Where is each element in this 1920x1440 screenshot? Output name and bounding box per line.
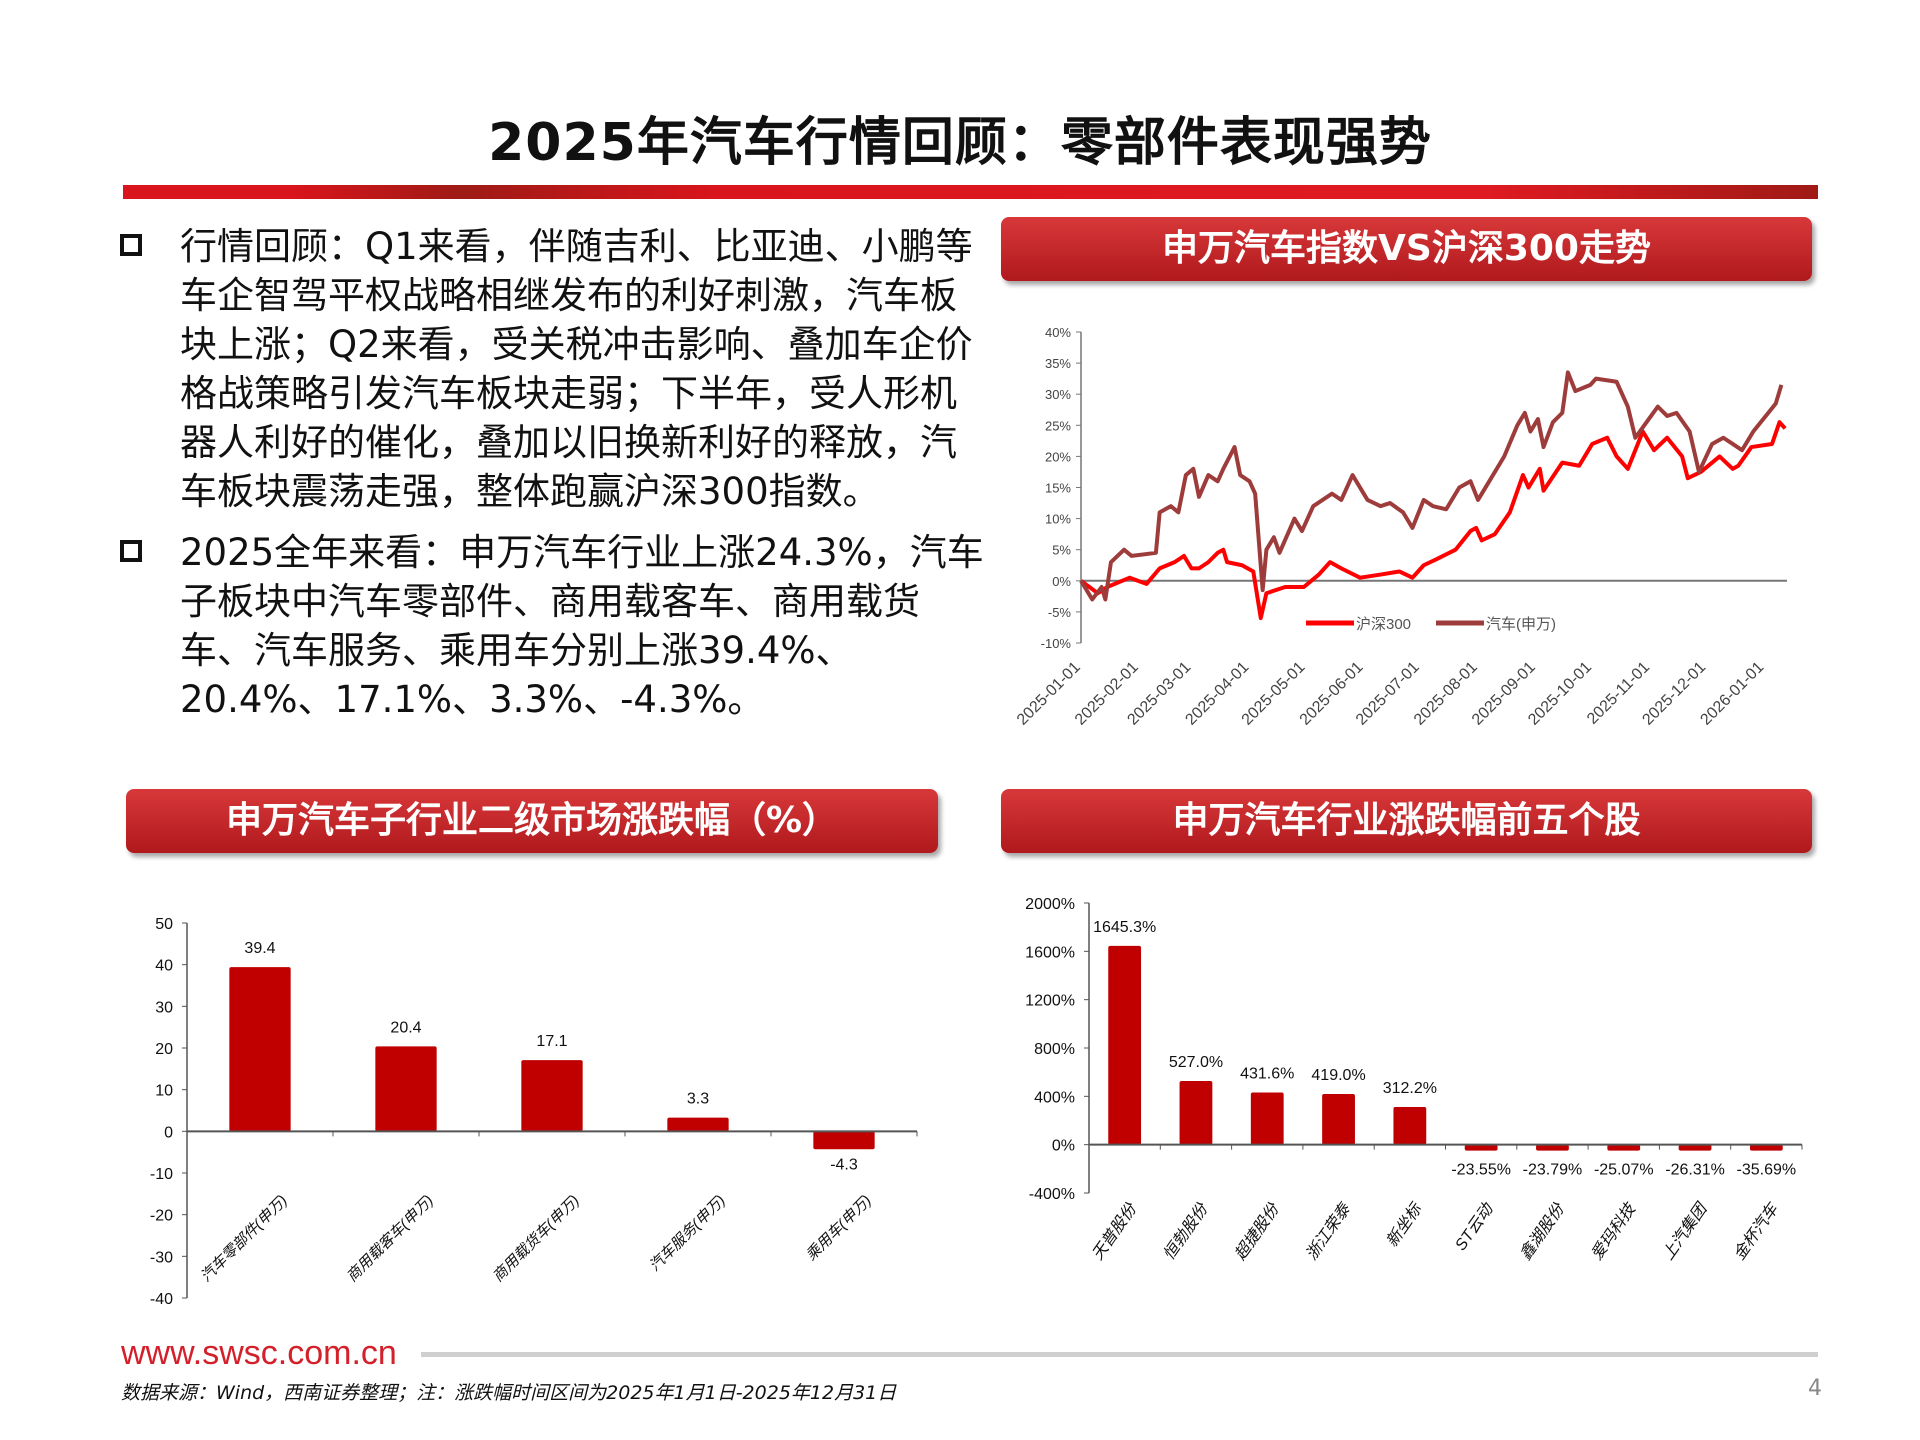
y-tick-label: 20 [155, 1041, 173, 1058]
x-tick-label: 2026-01-01 [1697, 659, 1767, 729]
bar [1322, 1094, 1355, 1145]
y-tick-label: 0 [164, 1124, 173, 1141]
data-label: 527.0% [1169, 1054, 1223, 1071]
bullet-text: 行情回顾：Q1来看，伴随吉利、比亚迪、小鹏等车企智驾平权战略相继发布的利好刺激，… [180, 225, 973, 513]
hs300-line [1079, 420, 1787, 621]
y-tick-label: 30% [1045, 387, 1071, 402]
bullet-text: 2025全年来看：申万汽车行业上涨24.3%，汽车子板块中汽车零部件、商用载客车… [180, 531, 984, 721]
category-label: 商用载客车(申万) [343, 1192, 436, 1285]
y-tick-label: 35% [1045, 356, 1071, 371]
data-label: 1645.3% [1093, 919, 1156, 936]
y-tick-label: 0% [1052, 574, 1071, 589]
line-chart-banner: 申万汽车指数VS沪深300走势 [1001, 217, 1812, 281]
square-bullet-icon [120, 234, 142, 256]
y-tick-label: 10% [1045, 512, 1071, 527]
y-tick-label: 10 [155, 1083, 173, 1100]
page-title: 2025年汽车行情回顾：零部件表现强势 [488, 113, 1432, 173]
bar [1607, 1144, 1641, 1151]
legend-label: 沪深300 [1356, 616, 1411, 633]
bar [1108, 945, 1142, 1145]
data-label: 419.0% [1311, 1067, 1365, 1084]
y-tick-label: -400% [1029, 1186, 1075, 1203]
y-tick-label: 50 [155, 916, 173, 933]
data-label: 20.4 [390, 1019, 421, 1036]
bar [521, 1060, 583, 1132]
y-tick-label: 1600% [1025, 944, 1075, 961]
y-tick-label: -10 [150, 1166, 173, 1183]
data-label: -23.79% [1523, 1162, 1583, 1179]
y-tick-label: -30 [150, 1249, 173, 1266]
category-label: 汽车零部件(申万) [197, 1192, 290, 1285]
page-number: 4 [1808, 1376, 1822, 1401]
y-tick-label: -10% [1041, 636, 1072, 651]
y-tick-label: 40 [155, 958, 173, 975]
data-label: -23.55% [1451, 1162, 1511, 1179]
y-tick-label: -20 [150, 1208, 173, 1225]
data-source: 数据来源：Wind，西南证券整理；注：涨跌幅时间区间为2025年1月1日-202… [121, 1382, 897, 1404]
category-label: 天普股份 [1088, 1199, 1141, 1263]
y-tick-label: 2000% [1025, 896, 1075, 913]
bar [1464, 1144, 1498, 1151]
data-label: 3.3 [687, 1091, 709, 1108]
data-label: 312.2% [1383, 1080, 1437, 1097]
data-label: -35.69% [1737, 1162, 1797, 1179]
bar [667, 1117, 729, 1132]
category-label: 超捷股份 [1231, 1199, 1284, 1263]
footer-divider [421, 1352, 1818, 1357]
y-tick-label: 30 [155, 999, 173, 1016]
sub-industry-banner: 申万汽车子行业二级市场涨跌幅（%） [126, 789, 938, 853]
category-label: 恒勃股份 [1160, 1199, 1213, 1263]
category-label: ST云动 [1452, 1199, 1498, 1254]
category-label: 浙江荣泰 [1302, 1199, 1355, 1263]
bullet-item: 行情回顾：Q1来看，伴随吉利、比亚迪、小鹏等车企智驾平权战略相继发布的利好刺激，… [120, 222, 990, 516]
bar [1179, 1080, 1213, 1145]
bar [1678, 1144, 1712, 1151]
y-tick-label: 15% [1045, 481, 1071, 496]
bar [375, 1046, 437, 1132]
legend-label: 汽车(申万) [1486, 616, 1556, 633]
category-label: 金杯汽车 [1730, 1199, 1783, 1263]
top-stocks-banner: 申万汽车行业涨跌幅前五个股 [1001, 789, 1812, 853]
category-label: 新坐标 [1383, 1199, 1426, 1250]
data-label: -4.3 [830, 1156, 858, 1173]
category-label: 鑫湖股份 [1516, 1199, 1569, 1263]
bar [1250, 1092, 1284, 1145]
y-tick-label: 25% [1045, 418, 1071, 433]
bar [813, 1131, 875, 1150]
title-divider [123, 185, 1818, 199]
y-tick-label: 0% [1052, 1138, 1075, 1155]
bar [1393, 1106, 1427, 1145]
y-tick-label: 400% [1034, 1089, 1075, 1106]
data-label: -26.31% [1665, 1162, 1725, 1179]
y-tick-label: 800% [1034, 1041, 1075, 1058]
square-bullet-icon [120, 540, 142, 562]
bar [1749, 1144, 1783, 1151]
bar [1536, 1144, 1569, 1151]
data-label: 17.1 [536, 1033, 567, 1050]
bar [229, 967, 291, 1132]
y-tick-label: 40% [1045, 325, 1071, 340]
website-link[interactable]: www.swsc.com.cn [121, 1334, 397, 1372]
category-label: 爱玛科技 [1588, 1199, 1641, 1263]
category-label: 汽车服务(申万) [646, 1192, 729, 1275]
category-label: 上汽集团 [1659, 1199, 1712, 1263]
category-label: 乘用车(申万) [803, 1192, 875, 1264]
y-tick-label: 5% [1052, 543, 1071, 558]
data-label: 431.6% [1240, 1066, 1294, 1083]
data-label: -25.07% [1594, 1162, 1654, 1179]
bullet-item: 2025全年来看：申万汽车行业上涨24.3%，汽车子板块中汽车零部件、商用载客车… [120, 528, 990, 724]
data-label: 39.4 [244, 940, 275, 957]
y-tick-label: -40 [150, 1291, 173, 1308]
y-tick-label: 1200% [1025, 993, 1075, 1010]
auto-index-line [1079, 370, 1784, 602]
bullet-list: 行情回顾：Q1来看，伴随吉利、比亚迪、小鹏等车企智驾平权战略相继发布的利好刺激，… [120, 222, 990, 736]
category-label: 商用载货车(申万) [489, 1192, 582, 1285]
y-tick-label: -5% [1048, 605, 1072, 620]
y-tick-label: 20% [1045, 449, 1071, 464]
